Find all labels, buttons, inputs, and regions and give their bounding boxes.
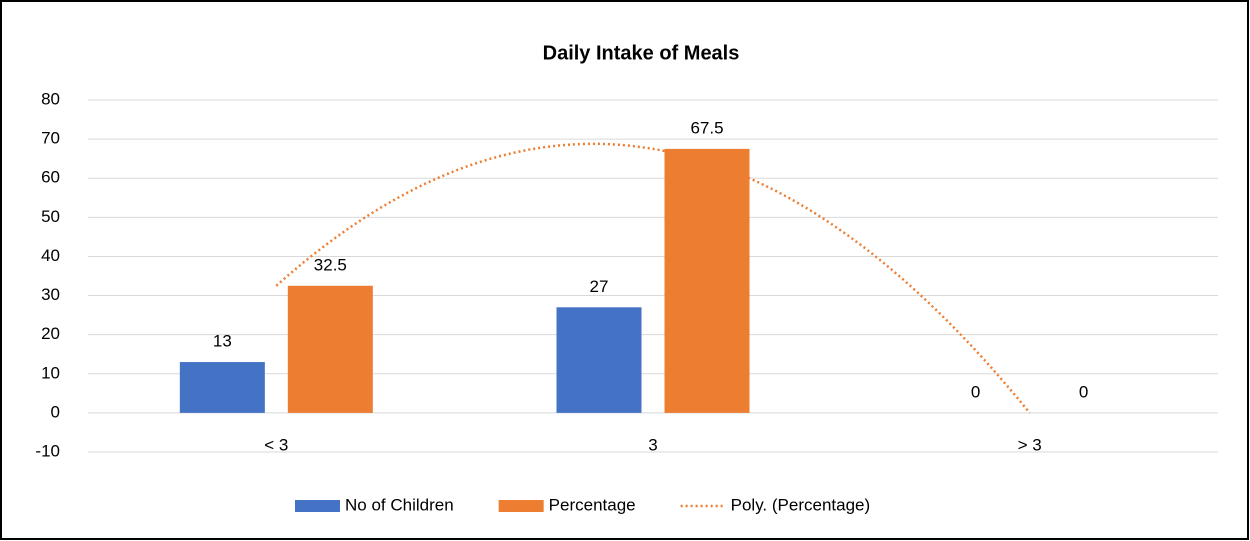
data-label: 0	[971, 382, 980, 401]
x-tick-label: > 3	[1018, 435, 1042, 454]
legend-label: Poly. (Percentage)	[731, 495, 871, 514]
y-tick-label: 30	[41, 285, 60, 304]
y-tick-label: 10	[41, 363, 60, 382]
data-label: 27	[590, 277, 609, 296]
bar	[287, 285, 373, 413]
legend-swatch	[498, 500, 544, 512]
data-label: 67.5	[690, 118, 723, 137]
bar	[179, 362, 265, 413]
y-tick-label: 80	[41, 89, 60, 108]
data-label: 32.5	[314, 255, 347, 274]
y-tick-label: 50	[41, 207, 60, 226]
y-tick-label: 0	[51, 402, 60, 421]
bar	[664, 148, 750, 413]
y-tick-label: 70	[41, 129, 60, 148]
y-tick-label: 20	[41, 324, 60, 343]
trendline	[275, 142, 1031, 414]
data-label: 13	[213, 332, 232, 351]
x-tick-label: 3	[648, 435, 657, 454]
chart-title: Daily Intake of Meals	[543, 42, 740, 64]
legend-swatch	[295, 500, 340, 512]
legend-label: No of Children	[345, 495, 454, 514]
bar	[556, 307, 642, 413]
y-tick-label: -10	[35, 441, 60, 460]
legend-label: Percentage	[549, 495, 636, 514]
data-label: 0	[1079, 382, 1088, 401]
x-tick-label: < 3	[264, 435, 288, 454]
y-tick-label: 60	[41, 168, 60, 187]
y-tick-label: 40	[41, 246, 60, 265]
